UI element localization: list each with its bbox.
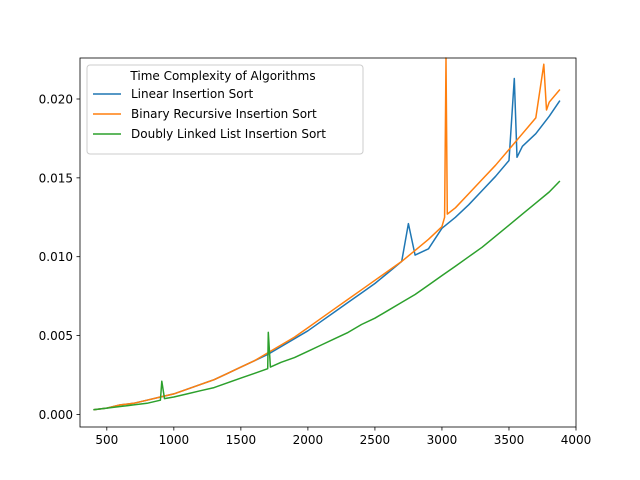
series-line-2: [93, 57, 561, 411]
x-tick-label: 3500: [494, 433, 525, 447]
legend-label-1: Linear Insertion Sort: [131, 87, 254, 101]
x-tick-label: 500: [95, 433, 118, 447]
legend-entries: Linear Insertion Sort Binary Recursive In…: [93, 87, 326, 141]
legend-label-3: Doubly Linked List Insertion Sort: [131, 127, 326, 141]
series-line-3: [93, 180, 561, 411]
legend: Time Complexity of Algorithms Linear Ins…: [86, 64, 364, 155]
legend-label-2: Binary Recursive Insertion Sort: [131, 107, 317, 121]
y-tick-label: 0.010: [39, 250, 73, 264]
legend-box: [86, 64, 364, 155]
legend-title: Time Complexity of Algorithms: [129, 69, 315, 83]
series-layer: [93, 57, 561, 411]
x-axis: 500 1000 1500 2000 2500 3000 3500 4000: [95, 427, 591, 447]
x-tick-label: 1500: [226, 433, 257, 447]
x-tick-label: 3000: [427, 433, 458, 447]
y-tick-label: 0.000: [39, 408, 73, 422]
x-tick-label: 2000: [293, 433, 324, 447]
x-tick-label: 4000: [561, 433, 592, 447]
plot-area-frame: [79, 57, 577, 428]
y-axis: 0.000 0.005 0.010 0.015 0.020: [39, 93, 80, 422]
y-tick-label: 0.005: [39, 329, 73, 343]
y-tick-label: 0.015: [39, 171, 73, 185]
x-tick-label: 1000: [159, 433, 190, 447]
y-tick-label: 0.020: [39, 93, 73, 107]
x-tick-label: 2500: [360, 433, 391, 447]
